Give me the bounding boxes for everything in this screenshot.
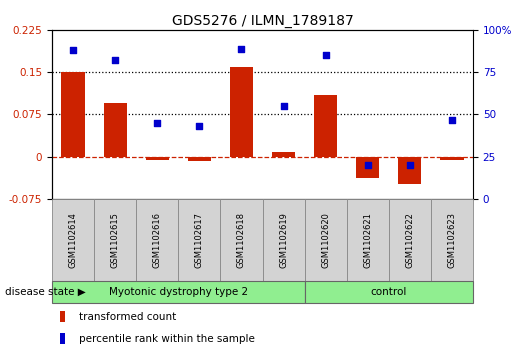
Point xyxy=(448,117,456,122)
Point xyxy=(69,48,77,53)
Text: GSM1102615: GSM1102615 xyxy=(111,212,119,268)
Bar xyxy=(272,152,295,157)
Bar xyxy=(188,157,211,161)
Bar xyxy=(356,157,380,178)
Point xyxy=(237,46,246,52)
FancyBboxPatch shape xyxy=(347,199,389,281)
FancyBboxPatch shape xyxy=(304,199,347,281)
Bar xyxy=(104,103,127,157)
Text: GSM1102621: GSM1102621 xyxy=(363,212,372,268)
Text: control: control xyxy=(371,287,407,297)
Bar xyxy=(146,157,169,160)
Text: GSM1102617: GSM1102617 xyxy=(195,212,204,268)
Text: disease state ▶: disease state ▶ xyxy=(5,287,86,297)
FancyBboxPatch shape xyxy=(94,199,136,281)
Point xyxy=(280,103,288,109)
Text: transformed count: transformed count xyxy=(79,312,177,322)
Point xyxy=(195,123,203,129)
FancyBboxPatch shape xyxy=(136,199,178,281)
Point xyxy=(406,162,414,168)
Bar xyxy=(398,157,421,184)
Point xyxy=(153,120,161,126)
FancyBboxPatch shape xyxy=(178,199,220,281)
Point xyxy=(364,162,372,168)
Bar xyxy=(314,95,337,157)
Text: GSM1102614: GSM1102614 xyxy=(68,212,78,268)
Text: GSM1102622: GSM1102622 xyxy=(405,212,415,268)
FancyBboxPatch shape xyxy=(263,199,304,281)
Text: GSM1102620: GSM1102620 xyxy=(321,212,330,268)
Bar xyxy=(60,311,65,322)
Text: GSM1102618: GSM1102618 xyxy=(237,212,246,268)
Bar xyxy=(230,67,253,157)
Point xyxy=(111,57,119,63)
Bar xyxy=(440,157,464,160)
Text: percentile rank within the sample: percentile rank within the sample xyxy=(79,334,255,344)
Bar xyxy=(61,72,84,157)
Bar xyxy=(60,333,65,344)
FancyBboxPatch shape xyxy=(52,199,94,281)
FancyBboxPatch shape xyxy=(304,281,473,303)
FancyBboxPatch shape xyxy=(389,199,431,281)
FancyBboxPatch shape xyxy=(431,199,473,281)
FancyBboxPatch shape xyxy=(220,199,263,281)
Title: GDS5276 / ILMN_1789187: GDS5276 / ILMN_1789187 xyxy=(171,13,353,28)
Text: GSM1102619: GSM1102619 xyxy=(279,212,288,268)
Point xyxy=(321,52,330,58)
Text: GSM1102623: GSM1102623 xyxy=(448,212,456,268)
Text: Myotonic dystrophy type 2: Myotonic dystrophy type 2 xyxy=(109,287,248,297)
Text: GSM1102616: GSM1102616 xyxy=(153,212,162,268)
FancyBboxPatch shape xyxy=(52,281,304,303)
